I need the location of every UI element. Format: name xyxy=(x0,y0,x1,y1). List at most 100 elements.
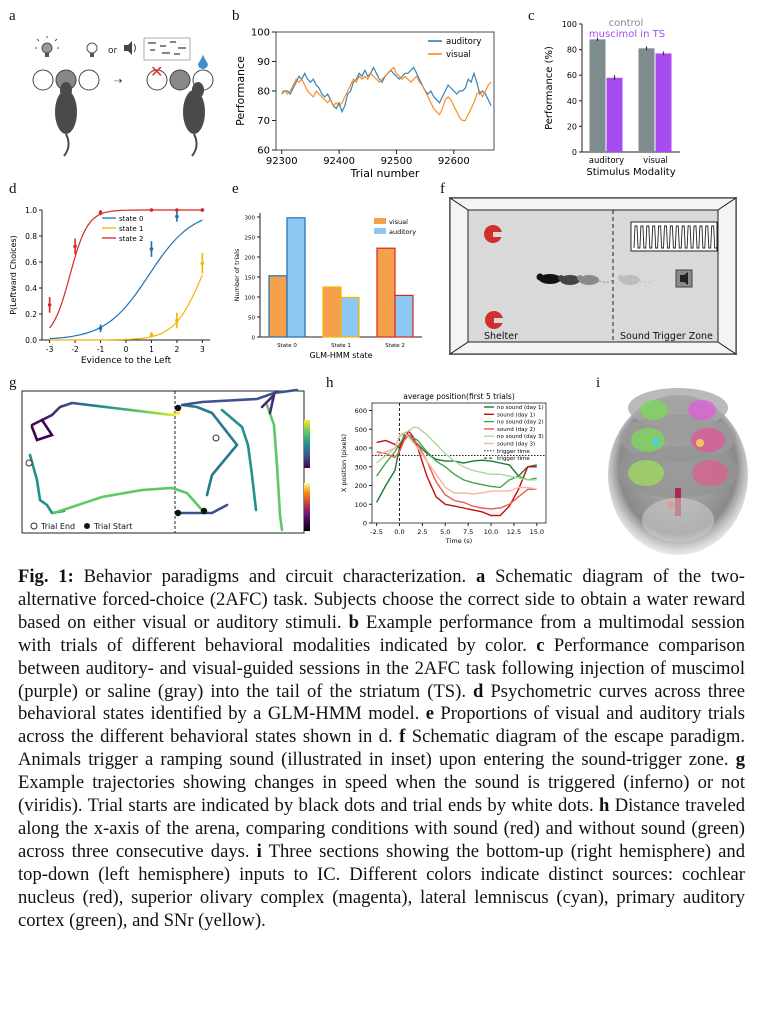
x-axis-label: GLM-HMM state xyxy=(309,351,372,360)
magenta-label-region xyxy=(692,460,728,486)
panel-label-i: i xyxy=(596,375,601,391)
y-tick-label: 20 xyxy=(567,122,577,131)
legend-label: no sound (day 1) xyxy=(497,405,544,411)
y-tick-label: 0 xyxy=(252,336,256,342)
lightbulb-off-icon xyxy=(86,42,98,57)
x-tick-label: 1 xyxy=(149,345,154,354)
panel-i-brain-sections xyxy=(608,388,748,555)
y-tick-label: 300 xyxy=(355,463,367,471)
chart-b: 92300 92400 92500 92600 60 70 80 90 100 Trial num… xyxy=(234,28,495,180)
chart-h: average position(first 5 trials) -2.5 0.0 2… xyxy=(340,392,547,545)
x-tick-label: State 1 xyxy=(331,343,351,349)
y-tick-label: 250 xyxy=(245,236,256,242)
legend-label: visual xyxy=(446,50,471,60)
x-axis-label: Time (s) xyxy=(445,537,472,545)
y-tick-label: 600 xyxy=(355,407,367,415)
legend-label: trigger time xyxy=(497,456,530,462)
y-tick-label: 100 xyxy=(245,296,256,302)
y-tick-label: 0.4 xyxy=(25,284,37,293)
bar-auditory-State 0 xyxy=(286,217,306,338)
trial-start-dot xyxy=(174,509,182,517)
series-line-no sound (day 3) xyxy=(376,426,537,481)
legend-label: no sound (day 2) xyxy=(497,420,544,426)
caption-part-text: Proportions of visual and auditory trial… xyxy=(18,703,746,748)
series-line-no sound (day 2) xyxy=(376,434,537,489)
y-axis-label: Performance xyxy=(234,56,247,126)
bar-visual-State 0 xyxy=(268,275,288,338)
y-tick-label: 500 xyxy=(355,426,367,434)
bar-visual-State 2 xyxy=(376,247,396,338)
x-axis-label: Trial number xyxy=(350,167,420,180)
legend-label: trigger time xyxy=(497,449,530,455)
bar-muscimol in TS-visual xyxy=(655,53,672,152)
x-tick-label: State 0 xyxy=(277,343,297,349)
panel-f-arena: Shelter Sound Trigger Zone xyxy=(448,197,738,355)
caption-part-label: c xyxy=(536,634,545,656)
caption-part-label: b xyxy=(348,611,359,633)
panel-label-f: f xyxy=(440,181,445,197)
y-tick-label: 60 xyxy=(567,71,577,80)
x-tick-label: -3 xyxy=(46,345,54,354)
legend-label: state 1 xyxy=(119,225,143,233)
legend-label: state 2 xyxy=(119,235,143,243)
panel-g-trajectories: Trial End Trial Start xyxy=(21,388,310,534)
bar-muscimol in TS-auditory xyxy=(606,77,623,152)
legend-label: sound (day 2) xyxy=(497,427,535,433)
arrow-icon: ⇢ xyxy=(114,76,122,87)
y-axis-label: Performance (%) xyxy=(544,46,555,130)
legend-label: sound (day 1) xyxy=(497,412,535,418)
x-tick-label: auditory xyxy=(589,156,624,166)
speaker-icon xyxy=(675,269,693,288)
caption-part-text: Three sections showing the bottom-up (ri… xyxy=(18,840,745,931)
caption-part-label: i xyxy=(256,840,262,862)
y-tick-label: 300 xyxy=(245,216,256,222)
data-point xyxy=(175,214,179,219)
chart-d: -3 -2 -1 0 1 2 3 0.0 0.2 0.4 0.6 0.8 1.0 Evidence to … xyxy=(9,206,210,366)
speaker-icon xyxy=(124,41,136,55)
caption-title: Behavior paradigms and circuit character… xyxy=(73,566,476,587)
viridis-colorbar xyxy=(304,420,310,468)
bar-visual-State 1 xyxy=(322,286,342,338)
inferno-colorbar xyxy=(304,483,310,531)
data-point xyxy=(98,210,103,215)
legend-trial-end-marker xyxy=(30,522,38,530)
y-tick-label: 40 xyxy=(567,97,577,106)
y-tick-label: 0.0 xyxy=(25,336,37,345)
chart-title: average position(first 5 trials) xyxy=(403,392,515,401)
cyan-label-region xyxy=(652,438,660,446)
y-tick-label: 1.0 xyxy=(25,206,37,215)
y-tick-label: 50 xyxy=(248,316,255,322)
y-tick-label: 80 xyxy=(257,87,270,98)
caption-part-text: Example trajectories showing changes in … xyxy=(18,772,745,817)
x-tick-label: 92400 xyxy=(323,156,355,167)
caption-part-text: Example performance from a multimodal se… xyxy=(18,611,745,656)
caption-part-text: Performance comparison between auditory-… xyxy=(18,634,745,702)
y-tick-label: 200 xyxy=(355,482,367,490)
panel-label-b: b xyxy=(232,8,240,24)
mouse-running-icon xyxy=(536,273,655,285)
panel-a-schematic: or ⇢ ✕ xyxy=(32,36,214,157)
x-tick-label: 15.0 xyxy=(530,528,544,536)
data-point xyxy=(98,326,103,331)
y-tick-label: 100 xyxy=(355,501,367,509)
x-tick-label: 5.0 xyxy=(440,528,450,536)
x-tick-label: 92300 xyxy=(266,156,298,167)
legend-trial-end: Trial End xyxy=(40,522,75,531)
sound-spectrogram-inset xyxy=(143,37,191,61)
bar-control-visual xyxy=(638,48,655,152)
figure-caption: Fig. 1: Behavior paradigms and circuit c… xyxy=(18,566,745,933)
y-tick-label: 100 xyxy=(562,20,577,29)
series-line-sound (day 2) xyxy=(376,433,537,510)
caption-part-text: Schematic diagram of the two-alternative… xyxy=(18,566,745,633)
y-tick-label: 0.2 xyxy=(25,310,37,319)
green-label-region xyxy=(628,460,664,486)
x-tick-label: 2.5 xyxy=(417,528,427,536)
y-tick-label: 60 xyxy=(257,146,270,157)
data-point xyxy=(73,244,77,249)
y-tick-label: 70 xyxy=(257,116,270,127)
series-line-visual xyxy=(281,66,492,122)
choice-ports-left xyxy=(32,69,100,91)
caption-fig-label: Fig. 1: xyxy=(18,566,74,587)
shelter-icon-top xyxy=(484,225,502,243)
caption-part-label: f xyxy=(399,726,406,748)
